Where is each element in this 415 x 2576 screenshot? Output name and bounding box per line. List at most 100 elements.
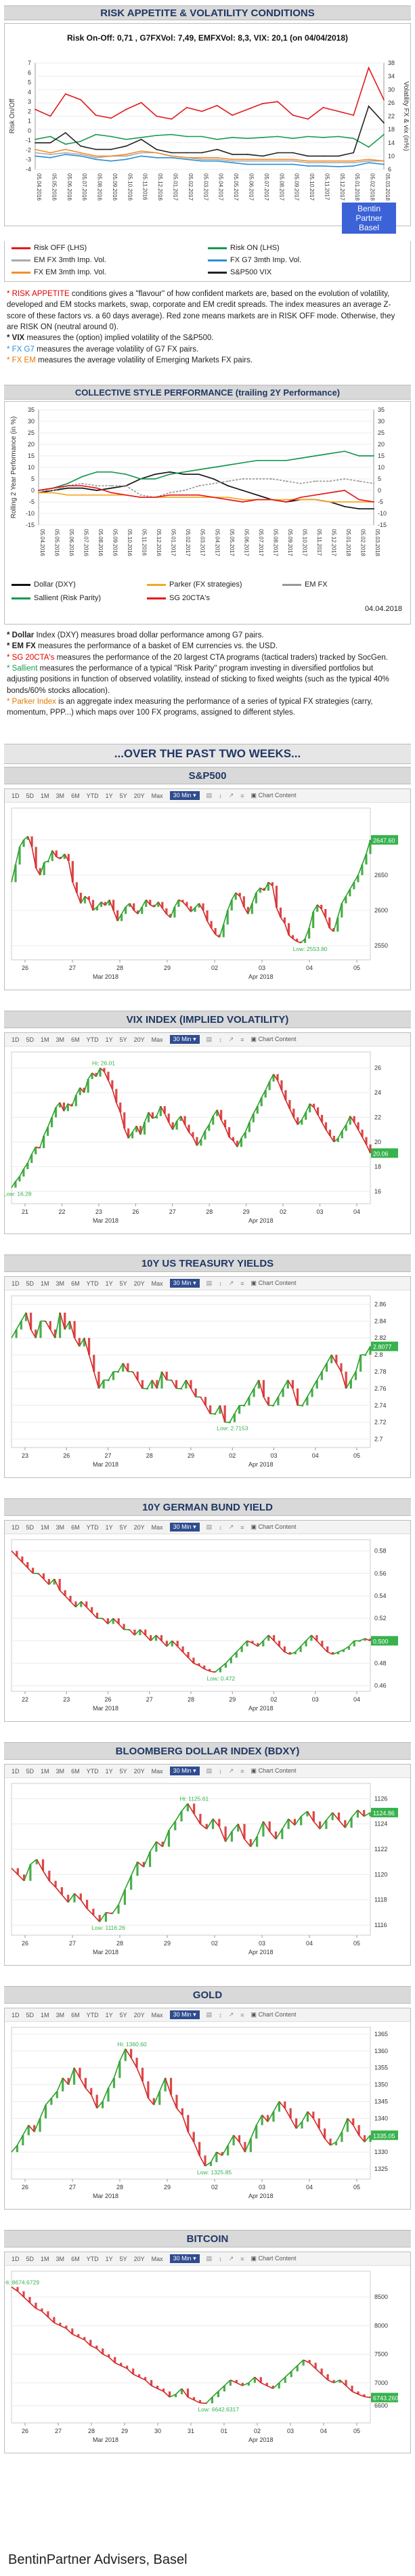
- toolbar-tool-icon[interactable]: ▤: [206, 792, 213, 799]
- interval-select[interactable]: 30 Min ▾: [169, 1035, 200, 1044]
- range-button[interactable]: 5Y: [119, 1036, 127, 1043]
- range-button[interactable]: 6M: [71, 1767, 80, 1775]
- range-button[interactable]: YTD: [86, 792, 99, 799]
- toolbar-tool-icon[interactable]: ↕: [219, 1523, 222, 1531]
- range-button[interactable]: 5Y: [119, 1767, 127, 1775]
- range-button[interactable]: YTD: [86, 1280, 99, 1287]
- range-button[interactable]: 20Y: [133, 1523, 145, 1531]
- range-button[interactable]: Max: [151, 1523, 163, 1531]
- range-button[interactable]: 5Y: [119, 1280, 127, 1287]
- range-button[interactable]: 1D: [12, 2011, 20, 2019]
- toolbar-tool-icon[interactable]: ≡: [240, 2255, 244, 2262]
- range-button[interactable]: 3M: [56, 1036, 65, 1043]
- chart-content-button[interactable]: ▣ Chart Content: [250, 1767, 297, 1774]
- range-button[interactable]: 1Y: [105, 2255, 113, 2262]
- range-button[interactable]: 5D: [26, 1036, 35, 1043]
- range-button[interactable]: 5D: [26, 792, 35, 799]
- toolbar-tool-icon[interactable]: ▤: [206, 1036, 213, 1042]
- chart-content-button[interactable]: ▣ Chart Content: [250, 2011, 297, 2018]
- interval-select[interactable]: 30 Min ▾: [169, 791, 200, 800]
- toolbar-tool-icon[interactable]: ↕: [219, 1280, 222, 1287]
- toolbar-tool-icon[interactable]: ▤: [206, 1280, 213, 1286]
- range-button[interactable]: 1D: [12, 1767, 20, 1775]
- range-button[interactable]: 1D: [12, 1280, 20, 1287]
- toolbar-tool-icon[interactable]: ↕: [219, 1767, 222, 1775]
- toolbar-tool-icon[interactable]: ↗: [228, 2255, 234, 2262]
- chart-content-button[interactable]: ▣ Chart Content: [250, 1280, 297, 1286]
- range-button[interactable]: 5Y: [119, 1523, 127, 1531]
- range-button[interactable]: 1Y: [105, 1280, 113, 1287]
- range-button[interactable]: 3M: [56, 1523, 65, 1531]
- range-button[interactable]: 5D: [26, 1767, 35, 1775]
- range-button[interactable]: 3M: [56, 2011, 65, 2019]
- range-button[interactable]: 1Y: [105, 1767, 113, 1775]
- range-button[interactable]: 1Y: [105, 792, 113, 799]
- toolbar-tool-icon[interactable]: ▤: [206, 2011, 213, 2018]
- toolbar-tool-icon[interactable]: ≡: [240, 1280, 244, 1287]
- range-button[interactable]: YTD: [86, 2255, 99, 2262]
- range-button[interactable]: 3M: [56, 1280, 65, 1287]
- toolbar-tool-icon[interactable]: ≡: [240, 1036, 244, 1043]
- range-button[interactable]: Max: [151, 792, 163, 799]
- range-button[interactable]: 6M: [71, 2011, 80, 2019]
- range-button[interactable]: 1M: [41, 1523, 49, 1531]
- range-button[interactable]: YTD: [86, 1523, 99, 1531]
- chart-content-button[interactable]: ▣ Chart Content: [250, 1523, 297, 1530]
- toolbar-tool-icon[interactable]: ▤: [206, 1767, 213, 1774]
- range-button[interactable]: 1D: [12, 1523, 20, 1531]
- chart-content-button[interactable]: ▣ Chart Content: [250, 1036, 297, 1042]
- range-button[interactable]: 3M: [56, 1767, 65, 1775]
- range-button[interactable]: 20Y: [133, 792, 145, 799]
- range-button[interactable]: 1D: [12, 2255, 20, 2262]
- range-button[interactable]: 5Y: [119, 2255, 127, 2262]
- toolbar-tool-icon[interactable]: ↗: [228, 792, 234, 799]
- range-button[interactable]: 20Y: [133, 1280, 145, 1287]
- chart-content-button[interactable]: ▣ Chart Content: [250, 2255, 297, 2262]
- range-button[interactable]: Max: [151, 2011, 163, 2019]
- range-button[interactable]: 1M: [41, 1036, 49, 1043]
- toolbar-tool-icon[interactable]: ▤: [206, 2255, 213, 2262]
- toolbar-tool-icon[interactable]: ▤: [206, 1523, 213, 1530]
- toolbar-tool-icon[interactable]: ≡: [240, 1767, 244, 1775]
- range-button[interactable]: 1Y: [105, 1036, 113, 1043]
- range-button[interactable]: 3M: [56, 792, 65, 799]
- range-button[interactable]: 20Y: [133, 1767, 145, 1775]
- range-button[interactable]: YTD: [86, 1767, 99, 1775]
- range-button[interactable]: 6M: [71, 2255, 80, 2262]
- range-button[interactable]: 1M: [41, 2255, 49, 2262]
- range-button[interactable]: 1M: [41, 1767, 49, 1775]
- toolbar-tool-icon[interactable]: ≡: [240, 2011, 244, 2019]
- range-button[interactable]: Max: [151, 2255, 163, 2262]
- range-button[interactable]: 5Y: [119, 792, 127, 799]
- interval-select[interactable]: 30 Min ▾: [169, 2010, 200, 2019]
- range-button[interactable]: 20Y: [133, 2255, 145, 2262]
- toolbar-tool-icon[interactable]: ↕: [219, 792, 222, 799]
- interval-select[interactable]: 30 Min ▾: [169, 2254, 200, 2263]
- toolbar-tool-icon[interactable]: ↗: [228, 2011, 234, 2018]
- toolbar-tool-icon[interactable]: ≡: [240, 1523, 244, 1531]
- interval-select[interactable]: 30 Min ▾: [169, 1767, 200, 1775]
- range-button[interactable]: 6M: [71, 1280, 80, 1287]
- range-button[interactable]: 1M: [41, 2011, 49, 2019]
- range-button[interactable]: 5D: [26, 1280, 35, 1287]
- range-button[interactable]: 20Y: [133, 1036, 145, 1043]
- toolbar-tool-icon[interactable]: ↕: [219, 2011, 222, 2019]
- range-button[interactable]: Max: [151, 1767, 163, 1775]
- toolbar-tool-icon[interactable]: ≡: [240, 792, 244, 799]
- range-button[interactable]: 6M: [71, 1523, 80, 1531]
- range-button[interactable]: 20Y: [133, 2011, 145, 2019]
- interval-select[interactable]: 30 Min ▾: [169, 1523, 200, 1532]
- range-button[interactable]: 1Y: [105, 2011, 113, 2019]
- toolbar-tool-icon[interactable]: ↗: [228, 1767, 234, 1774]
- range-button[interactable]: 6M: [71, 792, 80, 799]
- range-button[interactable]: 5Y: [119, 2011, 127, 2019]
- toolbar-tool-icon[interactable]: ↗: [228, 1523, 234, 1530]
- range-button[interactable]: YTD: [86, 2011, 99, 2019]
- range-button[interactable]: 1M: [41, 792, 49, 799]
- range-button[interactable]: 6M: [71, 1036, 80, 1043]
- range-button[interactable]: Max: [151, 1036, 163, 1043]
- range-button[interactable]: 1Y: [105, 1523, 113, 1531]
- range-button[interactable]: 5D: [26, 2255, 35, 2262]
- range-button[interactable]: 1D: [12, 1036, 20, 1043]
- range-button[interactable]: Max: [151, 1280, 163, 1287]
